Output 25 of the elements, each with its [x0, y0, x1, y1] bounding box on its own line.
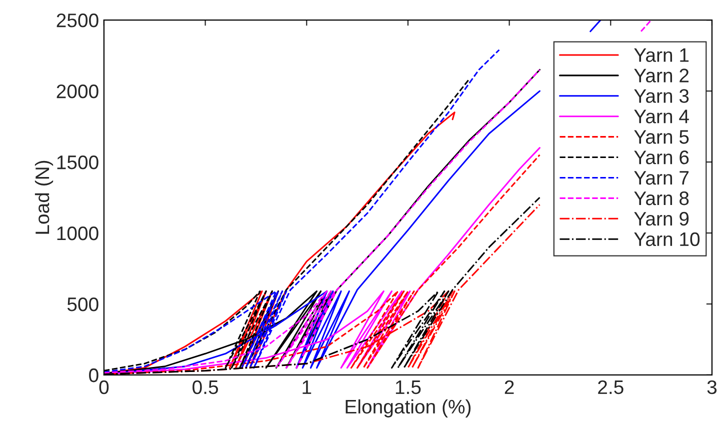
- y-tick-label: 2000: [56, 84, 98, 98]
- x-tick-label: 1.5: [396, 380, 421, 394]
- y-tick-label: 1500: [57, 155, 98, 170]
- y-tick-label: 0: [89, 368, 98, 382]
- y-tick-label: 1000: [57, 226, 98, 240]
- x-tick-label: 3: [707, 380, 717, 394]
- legend-label: Yarn 2: [634, 68, 689, 82]
- y-axis-title: Load (N): [34, 160, 54, 234]
- legend-label: Yarn 1: [634, 48, 689, 62]
- legend-label: Yarn 6: [634, 150, 689, 164]
- legend-label: Yarn 8: [634, 191, 689, 206]
- x-tick-label: 1: [302, 380, 312, 394]
- x-axis-title: Elongation (%): [346, 399, 471, 418]
- legend-label: Yarn 7: [634, 171, 689, 185]
- legend-label: Yarn 3: [634, 89, 689, 103]
- legend-label: Yarn 4: [634, 110, 689, 124]
- y-tick-label: 2500: [56, 14, 98, 28]
- x-tick-label: 2: [504, 380, 514, 394]
- legend-label: Yarn 10: [634, 232, 700, 246]
- x-tick-label: 0.5: [192, 380, 218, 394]
- x-tick-label: 2.5: [598, 380, 624, 394]
- legend-label: Yarn 9: [634, 212, 689, 226]
- x-tick-label: 0: [99, 380, 109, 394]
- legend-label: Yarn 5: [634, 130, 689, 144]
- y-tick-label: 500: [67, 297, 98, 312]
